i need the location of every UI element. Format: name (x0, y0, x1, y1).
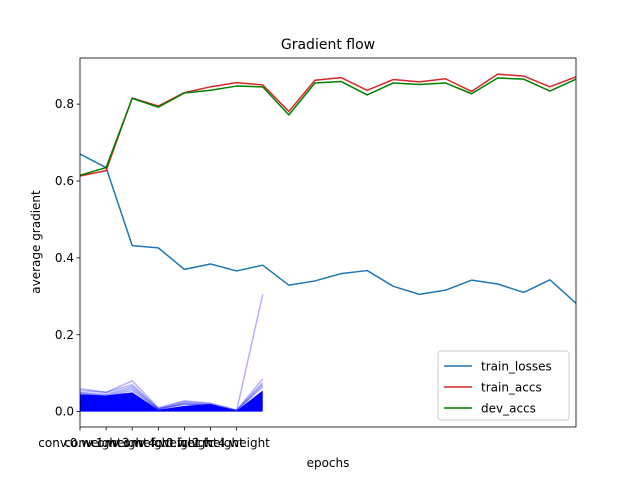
y-tick-label: 0.6 (55, 174, 74, 188)
x-tick-label: conv.4.weight (117, 436, 201, 450)
x-tick-label: fc.2.weight (177, 436, 244, 450)
y-tick-label: 0.2 (55, 328, 74, 342)
max-gradient-line (80, 294, 264, 412)
series-line-train-losses (80, 153, 576, 304)
max-gradient-line (80, 384, 264, 412)
legend-label: dev_accs (481, 402, 536, 416)
series-line-dev-accs (80, 77, 576, 176)
max-gradient-line (80, 382, 264, 412)
y-tick-label: 0.8 (55, 97, 74, 111)
legend-label: train_accs (481, 381, 542, 395)
axes-frame (79, 57, 577, 428)
x-axis-label: epochs (307, 456, 350, 470)
y-axis-label: average gradient (29, 190, 43, 294)
legend-box (437, 350, 570, 421)
max-gradient-line (80, 378, 264, 411)
legend: train_losses train_accs dev_accs (437, 350, 570, 421)
plot-content (80, 73, 576, 412)
x-tick-label: conv.3.weight (90, 436, 174, 450)
legend-label: train_losses (481, 360, 552, 374)
y-axis: 0.0 0.2 0.4 0.6 0.8 (55, 97, 80, 419)
x-tick-label: fc.0.weight (151, 436, 218, 450)
avg-gradient-area (80, 390, 263, 412)
x-axis: conv.0.weightconv.1.weightconv.3.weightc… (38, 427, 270, 450)
y-tick-label: 0.0 (55, 405, 74, 419)
max-gradient-line (80, 386, 264, 412)
x-tick-label: conv.1.weight (64, 436, 148, 450)
chart-title: Gradient flow (281, 37, 375, 53)
x-tick-label: fc.4.weight (203, 436, 270, 450)
y-tick-label: 0.4 (55, 251, 74, 265)
x-tick-label: conv.0.weight (38, 436, 122, 450)
series-line-train-accs (80, 73, 576, 177)
plot-area (80, 73, 576, 412)
